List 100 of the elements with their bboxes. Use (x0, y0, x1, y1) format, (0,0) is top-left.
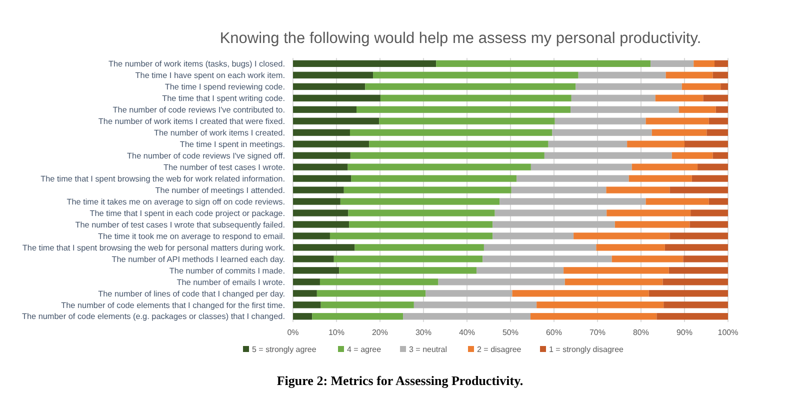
bar (650, 60, 694, 67)
bar (655, 94, 704, 102)
bar (476, 267, 564, 274)
bar (664, 244, 728, 251)
bar (652, 129, 707, 136)
bar (350, 152, 544, 159)
y-tick-label: The number of code elements that I changed for the first time. (61, 300, 285, 310)
y-tick-label: The time that I spent browsing the web for personal matters during work. (22, 243, 285, 252)
legend-label: 3 = neutral (409, 345, 448, 354)
bar (293, 60, 436, 67)
x-tick-label: 10% (328, 328, 345, 337)
y-tick-label: The time I have spent on each work item. (135, 70, 285, 80)
bar (293, 256, 334, 262)
y-tick-label: The number of lines of code that I changed per day. (98, 289, 285, 298)
bar (678, 106, 716, 113)
bar (646, 118, 709, 124)
x-tick-label: 100% (718, 328, 738, 337)
bar (544, 152, 672, 159)
bar (664, 302, 728, 308)
x-tick-label: 0% (287, 328, 299, 337)
bar (356, 106, 571, 113)
bar (530, 164, 632, 170)
y-tick-label: The time that I spent browsing the web for work related information. (40, 174, 285, 184)
bar (293, 302, 321, 308)
bar (606, 210, 691, 216)
bar (564, 267, 669, 274)
bar (632, 164, 698, 170)
bar (293, 313, 312, 320)
bar (714, 60, 728, 67)
y-tick-label: The time it took me on average to respond to email. (98, 232, 285, 241)
bar (293, 267, 340, 274)
bar (403, 313, 531, 320)
bar (293, 221, 350, 228)
y-tick-label: The number of work items I created. (154, 128, 285, 138)
x-tick-label: 70% (589, 328, 606, 337)
bar (682, 83, 721, 90)
bar (576, 83, 682, 90)
bar (668, 267, 728, 274)
bar (293, 244, 355, 251)
bar (690, 221, 728, 228)
x-tick-label: 60% (546, 328, 562, 337)
bar (516, 175, 629, 182)
bar (351, 175, 517, 182)
legend-label: 4 = agree (347, 345, 382, 354)
bar (662, 278, 728, 286)
bar (369, 140, 548, 148)
bar (574, 232, 670, 240)
bar (354, 244, 484, 251)
bar (684, 140, 728, 148)
y-tick-label: The number of meetings I attended. (155, 186, 285, 195)
bar (293, 186, 344, 194)
y-tick-label: The number of code reviews I've signed off. (127, 151, 285, 160)
bar (706, 129, 728, 136)
bar (414, 302, 537, 308)
bar (293, 118, 380, 124)
bar (703, 94, 728, 102)
bar (340, 198, 500, 205)
bar (578, 72, 666, 78)
bar (606, 186, 670, 194)
bar (365, 83, 576, 90)
bar (426, 290, 512, 297)
bar (554, 118, 646, 124)
bar (536, 302, 664, 308)
bar (373, 72, 578, 78)
bar (694, 60, 715, 67)
bar (348, 164, 531, 170)
bar (698, 164, 728, 170)
bar (548, 140, 628, 148)
bar (670, 186, 728, 194)
bar (570, 106, 679, 113)
bar (596, 244, 665, 251)
x-tick-label: 50% (502, 328, 519, 337)
bar (716, 106, 728, 113)
bar (492, 232, 574, 240)
bar (708, 198, 728, 205)
bar (494, 210, 607, 216)
y-tick-label: The number of work items (tasks, bugs) I closed. (108, 60, 285, 68)
bar (330, 232, 493, 240)
bar (349, 221, 493, 228)
bar (316, 290, 426, 297)
bar (692, 175, 728, 182)
bar (712, 72, 728, 78)
bar (484, 244, 596, 251)
bar (492, 221, 615, 228)
y-tick-label: The number of commits I made. (169, 266, 285, 276)
bar (690, 210, 728, 216)
y-tick-label: The number of test cases I wrote. (163, 162, 285, 172)
bar (614, 221, 690, 228)
bar (672, 152, 713, 159)
y-tick-label: The time that I spent in each code project or package. (90, 208, 285, 218)
y-tick-label: The number of code reviews I've contributed to. (112, 105, 285, 114)
bar (436, 60, 651, 67)
bar (320, 278, 438, 286)
bar (293, 210, 348, 216)
x-tick-label: 40% (458, 328, 476, 337)
x-tick-label: 20% (372, 328, 388, 337)
bar (350, 129, 552, 136)
caption: Figure 2: Metrics for Assessing Productivity. (276, 373, 524, 388)
chart-title: Knowing the following would help me assess my personal productivity. (220, 30, 702, 47)
bar (482, 256, 612, 262)
